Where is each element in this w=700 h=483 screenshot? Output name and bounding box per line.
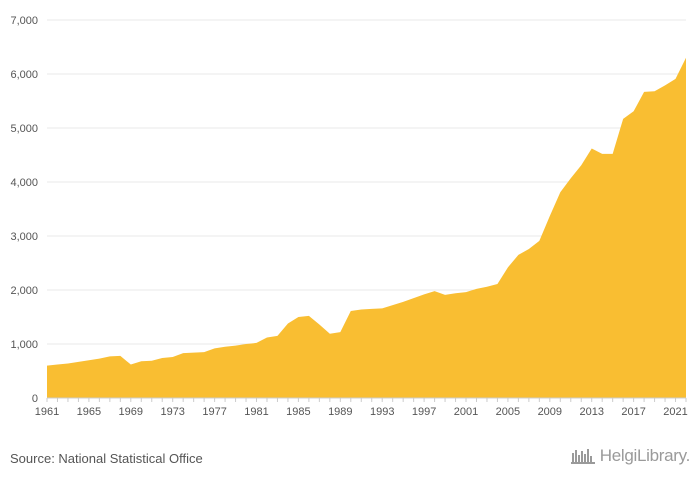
y-tick-label: 0 [32,393,38,405]
chart-footer: Source: National Statistical Office Helg… [0,442,700,483]
logo-text: HelgiLibrary. [599,446,691,465]
library-shelf-icon [570,449,595,464]
x-tick-label: 2013 [579,406,603,418]
x-tick-label: 1997 [412,406,436,418]
x-tick-label: 2005 [496,406,520,418]
x-tick-label: 1961 [35,406,59,418]
y-tick-label: 6,000 [10,69,38,81]
x-tick-label: 1985 [286,406,310,418]
y-tick-label: 1,000 [10,339,38,351]
x-tick-label: 2009 [538,406,562,418]
y-tick-label: 7,000 [10,15,38,27]
x-tick-label: 1993 [370,406,394,418]
area-chart: 0 1,000 2,000 3,000 4,000 5,000 6,000 7,000 196… [10,15,687,418]
x-tick-label: 1965 [77,406,101,418]
x-tick-label: 1981 [244,406,268,418]
y-tick-label: 4,000 [10,177,38,189]
y-tick-label: 3,000 [10,231,38,243]
area-series [47,57,686,399]
x-tick-label: 2021 [663,406,687,418]
x-tick-label: 1989 [328,406,352,418]
helgi-library-logo[interactable]: HelgiLibrary. [570,446,690,466]
x-tick-label: 1973 [160,406,184,418]
y-tick-label: 2,000 [10,285,38,297]
x-tick-label: 1969 [119,406,143,418]
x-tick-label: 2001 [454,406,478,418]
x-tick-label: 2017 [621,406,645,418]
source-note: Source: National Statistical Office [10,451,203,466]
y-tick-label: 5,000 [10,123,38,135]
x-tick-label: 1977 [202,406,226,418]
